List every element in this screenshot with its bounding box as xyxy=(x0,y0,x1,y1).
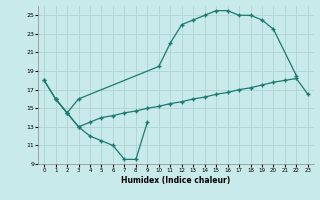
X-axis label: Humidex (Indice chaleur): Humidex (Indice chaleur) xyxy=(121,176,231,185)
